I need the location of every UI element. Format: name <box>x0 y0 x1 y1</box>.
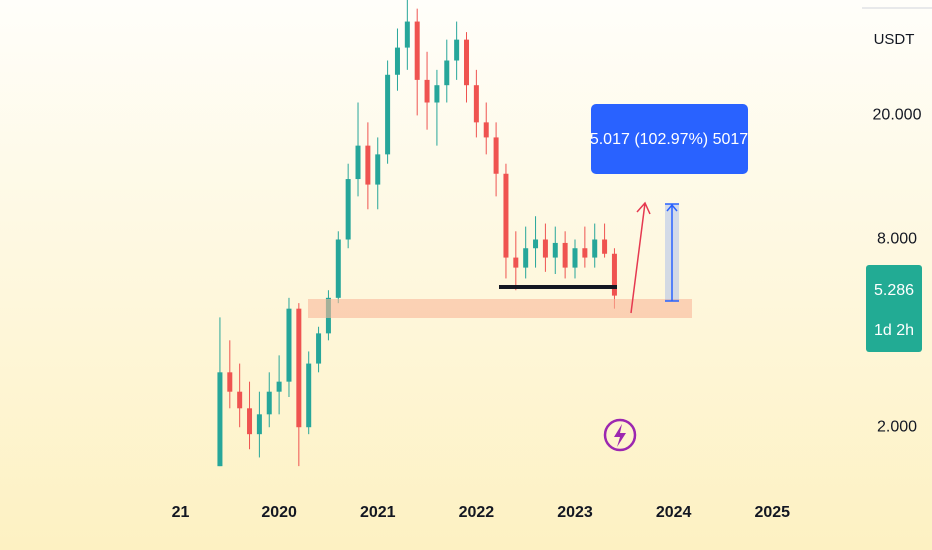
y-tick-label: 8.000 <box>877 231 917 248</box>
plot-area <box>217 0 617 467</box>
candle-body <box>592 239 598 258</box>
candle-body <box>247 408 253 435</box>
candle-body <box>345 179 351 240</box>
candle-body <box>464 39 470 86</box>
candle-body <box>523 248 529 268</box>
x-tick-label: 2022 <box>459 504 495 521</box>
arrow <box>630 201 651 314</box>
measure-label: 5.017 (102.97%) 5017 <box>590 131 748 148</box>
candle-body <box>611 253 617 296</box>
candle-body <box>296 308 302 428</box>
candle-body <box>473 85 479 123</box>
candle-body <box>394 47 400 75</box>
candle-body <box>276 381 282 392</box>
candle-body <box>533 239 539 249</box>
candle-body <box>434 85 440 103</box>
x-tick-label: 2020 <box>261 504 297 521</box>
candle-body <box>355 145 361 180</box>
measure-tooltip <box>591 104 748 174</box>
candle-body <box>335 239 341 298</box>
candle-body <box>562 242 568 268</box>
candle-body <box>542 239 548 258</box>
candle-body <box>237 391 243 409</box>
lightning-icon[interactable] <box>603 418 637 452</box>
candle-body <box>572 248 578 268</box>
candle-body <box>552 242 558 258</box>
candle-body <box>266 391 272 415</box>
candle-body <box>217 372 223 467</box>
candle-body <box>256 414 262 435</box>
lightning-bolt <box>614 424 626 447</box>
candle-body <box>365 145 371 185</box>
candle-body <box>414 21 420 80</box>
candle-body <box>454 39 460 61</box>
candle-body <box>503 173 509 258</box>
candle-body <box>316 333 322 364</box>
price-tag <box>866 265 922 352</box>
x-tick-label: 2024 <box>656 504 692 521</box>
candle-body <box>444 60 450 86</box>
candle-body <box>404 21 410 48</box>
candle-body <box>493 137 499 174</box>
candle-body <box>375 154 381 185</box>
x-tick-label: 2023 <box>557 504 593 521</box>
x-tick-label: 2021 <box>360 504 396 521</box>
candle-body <box>602 239 608 254</box>
x-tick-label: 21 <box>172 504 190 521</box>
y-tick-label: 20.000 <box>873 107 922 124</box>
candle-body <box>483 122 489 138</box>
measure-lines <box>665 203 679 302</box>
candle-body <box>306 363 312 428</box>
price-tag-price: 5.286 <box>874 282 914 299</box>
candle-body <box>385 74 391 155</box>
y-tick-label: 2.000 <box>877 418 917 435</box>
candle-body <box>424 79 430 103</box>
candle-body <box>582 248 588 258</box>
candle-body <box>227 372 233 392</box>
price-tag-countdown: 1d 2h <box>874 322 914 339</box>
support-zone <box>308 299 692 318</box>
candle-body <box>513 257 519 268</box>
currency-label: USDT <box>874 31 915 48</box>
x-tick-label: 2025 <box>754 504 790 521</box>
candle-body <box>286 308 292 382</box>
